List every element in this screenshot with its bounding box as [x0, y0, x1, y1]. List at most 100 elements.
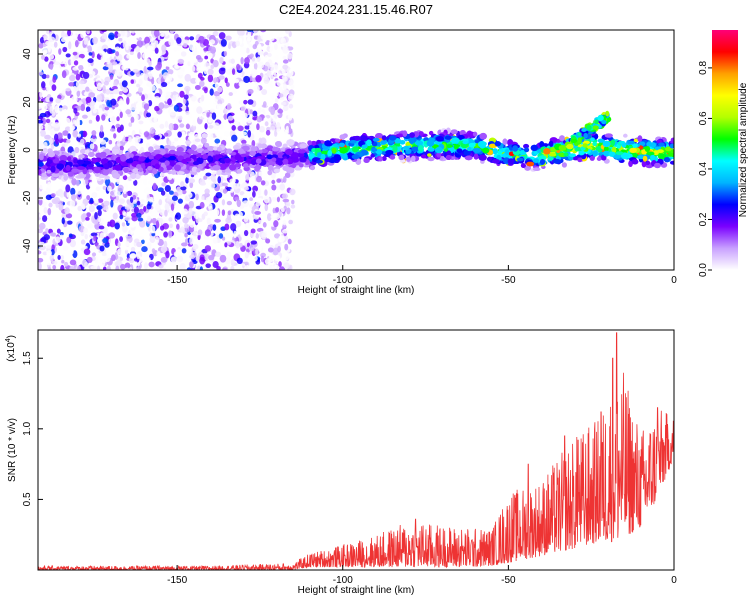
heatmap-cell [213, 91, 221, 97]
heatmap-cell [207, 117, 213, 123]
heatmap-cell [201, 132, 208, 139]
heatmap-cell [169, 223, 173, 228]
heatmap-cell [167, 140, 172, 147]
heatmap-cell [182, 42, 188, 48]
heatmap-cell [62, 245, 69, 251]
heatmap-cell [152, 182, 157, 190]
heatmap-cell [339, 134, 346, 140]
heatmap-cell [222, 188, 228, 194]
heatmap-cell [63, 261, 69, 267]
heatmap-cell [212, 224, 217, 231]
heatmap-cell [123, 246, 129, 251]
heatmap-cell [159, 123, 165, 129]
heatmap-cell [146, 93, 153, 101]
heatmap-cell [363, 157, 370, 163]
heatmap-cell [212, 237, 218, 244]
heatmap-cell [486, 156, 493, 162]
heatmap-cell [72, 66, 79, 71]
heatmap-cell [66, 178, 71, 186]
heatmap-cell [119, 111, 123, 119]
heatmap-cell [271, 184, 277, 191]
heatmap-cell [43, 34, 48, 40]
heatmap-cell [90, 265, 98, 270]
heatmap-cell [287, 52, 293, 60]
heatmap-cell [61, 105, 68, 111]
heatmap-cell [205, 263, 211, 269]
heatmap-cell [274, 73, 278, 78]
heatmap-cell [48, 36, 56, 42]
heatmap-cell [267, 247, 274, 253]
heatmap-cell [268, 161, 276, 165]
heatmap-cell [225, 35, 232, 41]
heatmap-cell [198, 218, 203, 223]
heatmap-cell [48, 217, 54, 221]
heatmap-cell [230, 171, 236, 176]
heatmap-cell [197, 229, 203, 236]
heatmap-cell [112, 85, 118, 90]
heatmap-cell [80, 31, 85, 39]
heatmap-cell [263, 117, 269, 123]
heatmap-cell [282, 59, 289, 64]
heatmap-cell [273, 220, 279, 228]
heatmap-cell [115, 265, 120, 270]
heatmap-cell [166, 77, 170, 82]
heatmap-cell [38, 257, 44, 263]
heatmap-cell [129, 253, 137, 259]
heatmap-cell [257, 244, 262, 252]
heatmap-cell [50, 193, 56, 198]
heatmap-cell [51, 222, 56, 230]
heatmap-cell [249, 171, 255, 179]
heatmap-cell [129, 86, 135, 93]
heatmap-cell [38, 42, 44, 49]
heatmap-cell [155, 220, 160, 229]
heatmap-cell [95, 114, 100, 122]
heatmap-cell [46, 84, 51, 92]
heatmap-cell [276, 196, 281, 203]
heatmap-cell [273, 43, 278, 50]
heatmap-cell [54, 105, 60, 114]
heatmap-cell [54, 210, 58, 216]
heatmap-cell [205, 99, 209, 108]
heatmap-cell [132, 68, 139, 73]
heatmap-cell [227, 115, 234, 121]
heatmap-cell [100, 38, 106, 43]
heatmap-cell [241, 139, 247, 145]
heatmap-cell [117, 242, 121, 248]
heatmap-cell [193, 213, 200, 219]
heatmap-cell [160, 245, 168, 253]
heatmap-cell [230, 265, 235, 270]
heatmap-cell [236, 104, 242, 109]
heatmap-cell [213, 209, 220, 216]
heatmap-cell [88, 119, 93, 124]
heatmap-cell [290, 204, 296, 209]
heatmap-cell [275, 207, 280, 213]
heatmap-cell [250, 68, 258, 77]
heatmap-cell [178, 115, 183, 121]
heatmap-cell [288, 103, 294, 109]
heatmap-cell [264, 54, 269, 62]
heatmap-cell [153, 196, 160, 202]
heatmap-cell [169, 160, 175, 167]
heatmap-cell [239, 242, 243, 248]
heatmap-cell [188, 148, 195, 154]
heatmap-cell [102, 66, 109, 71]
heatmap-cell [107, 185, 112, 192]
heatmap-cell [101, 252, 107, 257]
heatmap-cell [195, 78, 201, 84]
heatmap-cell [214, 138, 221, 144]
heatmap-cell [148, 154, 154, 160]
heatmap-cell [284, 235, 289, 241]
heatmap-cell [119, 236, 123, 242]
heatmap-cell [103, 126, 108, 135]
heatmap-cell [134, 135, 141, 144]
heatmap-cell [267, 164, 274, 171]
heatmap-cell [142, 137, 148, 144]
heatmap-cell [186, 267, 192, 270]
heatmap-cell [601, 154, 607, 161]
heatmap-cell [102, 226, 108, 234]
heatmap-cell [217, 176, 222, 184]
heatmap-cell [280, 207, 285, 213]
heatmap-cell [191, 124, 197, 132]
heatmap-cell [189, 261, 194, 268]
heatmap-cell [54, 60, 60, 69]
